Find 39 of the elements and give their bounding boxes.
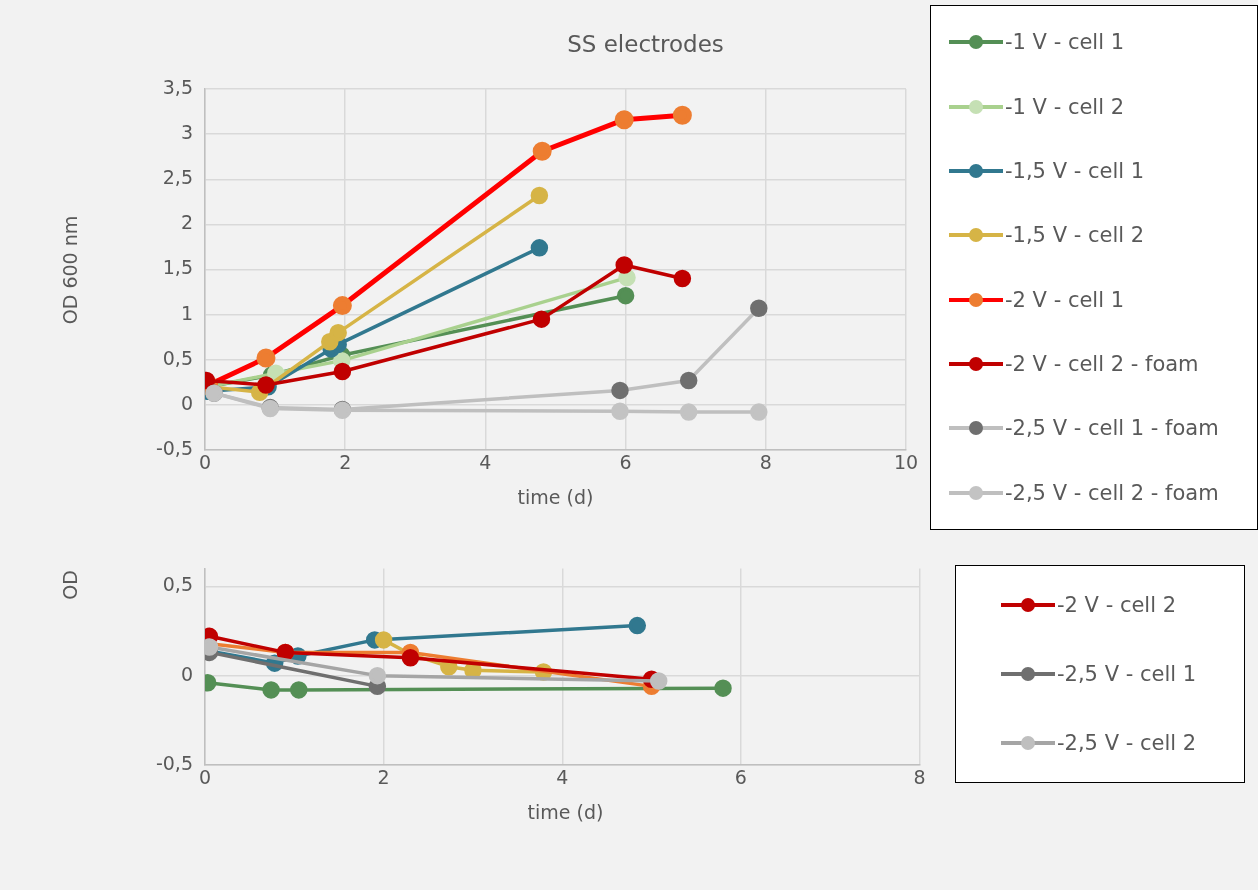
legend-label: -1 V - cell 1 — [1005, 30, 1125, 55]
y-tick-label: 3,5 — [162, 75, 193, 98]
x-tick-label: 0 — [198, 766, 212, 789]
legend-label: -2,5 V - cell 2 - foam — [1005, 480, 1219, 505]
y-tick-label: 2,5 — [162, 166, 193, 189]
legend-label: -2 V - cell 2 - foam — [1005, 352, 1199, 377]
legend-label: -2 V - cell 2 — [1057, 592, 1177, 617]
y-tick-label: 0,5 — [162, 573, 193, 596]
x-tick-label: 4 — [556, 766, 569, 789]
x-tick-label: 6 — [619, 451, 632, 474]
y-tick-label: -0,5 — [155, 436, 193, 459]
legend-label: -2,5 V - cell 1 - foam — [1005, 416, 1219, 441]
legend-label: -1,5 V - cell 2 — [1005, 223, 1145, 248]
x-axis-title: time (d) — [527, 801, 604, 823]
legend-label: -1,5 V - cell 1 — [1005, 158, 1145, 183]
y-tick-label: 0 — [180, 391, 193, 414]
x-tick-label: 10 — [893, 451, 919, 474]
chart-title: SS electrodes — [567, 31, 724, 57]
y-tick-label: 1,5 — [162, 256, 193, 279]
legend-label: -2 V - cell 1 — [1005, 287, 1125, 312]
x-tick-label: 8 — [913, 766, 926, 789]
x-tick-label: 2 — [339, 451, 352, 474]
x-tick-label: 4 — [479, 451, 492, 474]
y-tick-label: 0 — [180, 662, 193, 685]
y-axis-title: OD — [59, 570, 81, 600]
y-tick-label: -0,5 — [155, 751, 193, 774]
y-tick-label: 1 — [180, 301, 193, 324]
y-axis-title: OD 600 nm — [59, 215, 81, 324]
y-tick-label: 3 — [180, 121, 193, 144]
legend-label: -2,5 V - cell 2 — [1057, 731, 1197, 756]
y-tick-label: 0,5 — [162, 346, 193, 369]
y-tick-label: 2 — [180, 211, 193, 234]
x-tick-label: 6 — [734, 766, 747, 789]
legend-label: -1 V - cell 2 — [1005, 94, 1125, 119]
x-tick-label: 8 — [759, 451, 772, 474]
x-tick-label: 2 — [377, 766, 390, 789]
x-tick-label: 0 — [198, 451, 212, 474]
x-axis-title: time (d) — [517, 486, 594, 508]
legend-label: -2,5 V - cell 1 — [1057, 661, 1197, 686]
